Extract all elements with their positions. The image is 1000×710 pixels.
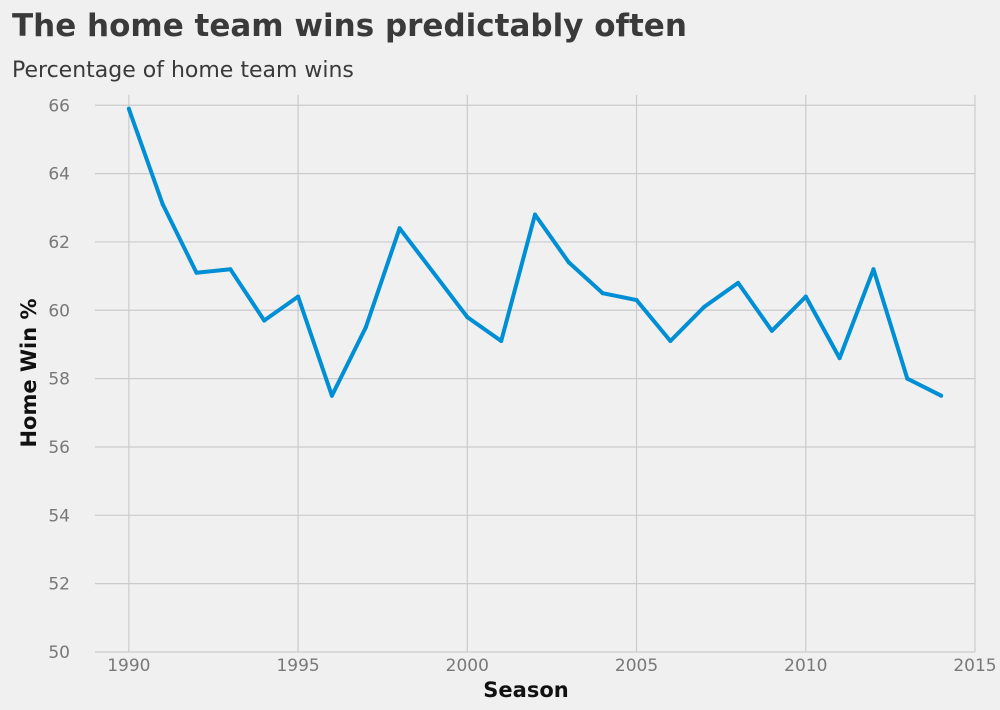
- series-line: [126, 108, 943, 398]
- x-axis-label: Season: [483, 678, 568, 702]
- y-tick-label: 58: [48, 370, 70, 390]
- data-point: [634, 298, 639, 303]
- data-point: [329, 393, 334, 398]
- data-point: [397, 226, 402, 231]
- data-point: [228, 267, 233, 272]
- data-point: [499, 339, 504, 344]
- y-tick-label: 54: [48, 506, 70, 526]
- y-tick-label: 52: [48, 575, 70, 595]
- data-point: [533, 212, 537, 217]
- chart-subtitle: Percentage of home team wins: [12, 58, 354, 83]
- series: [126, 106, 944, 398]
- data-point: [262, 318, 267, 323]
- grid: [95, 95, 976, 653]
- x-tick-label: 1995: [276, 656, 319, 676]
- data-point: [803, 294, 808, 299]
- data-point: [939, 393, 944, 398]
- data-point: [431, 270, 436, 275]
- tick-labels: 50 52 54 56 58 60 62 64 66 1990 1995 2000 2005 2010 20…: [48, 96, 996, 676]
- y-axis-label: Home Win %: [17, 298, 41, 447]
- y-tick-label: 62: [48, 233, 70, 253]
- data-point: [160, 202, 165, 207]
- data-point: [126, 106, 131, 111]
- y-tick-label: 60: [48, 301, 70, 321]
- y-tick-label: 56: [48, 438, 70, 458]
- data-point: [566, 260, 571, 265]
- data-point: [769, 328, 774, 333]
- y-tick-label: 64: [48, 165, 70, 185]
- data-point: [363, 325, 368, 330]
- chart-title: The home team wins predictably often: [12, 8, 687, 44]
- x-tick-label: 2015: [953, 656, 996, 676]
- data-point: [668, 339, 673, 344]
- data-point: [736, 280, 741, 285]
- y-tick-label: 66: [48, 96, 70, 116]
- data-point: [194, 270, 199, 275]
- data-point: [837, 356, 842, 361]
- data-point: [702, 304, 707, 309]
- x-tick-label: 2000: [446, 656, 489, 676]
- data-point: [296, 294, 301, 299]
- y-tick-label: 50: [48, 643, 70, 663]
- x-tick-label: 2005: [615, 656, 658, 676]
- x-tick-label: 1990: [107, 656, 150, 676]
- data-point: [905, 376, 910, 381]
- data-point: [600, 291, 605, 296]
- data-point: [465, 315, 470, 320]
- data-point: [871, 267, 876, 272]
- x-tick-label: 2010: [784, 656, 827, 676]
